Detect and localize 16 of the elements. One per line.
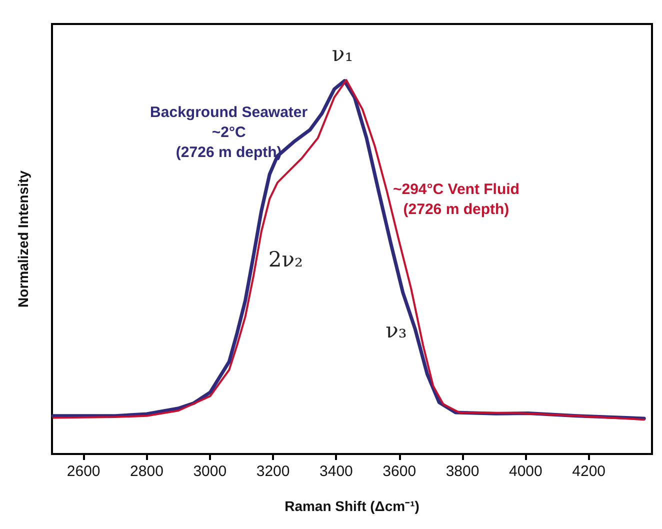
series-label: Background Seawater ~2°C (2726 m depth) — [150, 104, 308, 161]
x-tick-label: 3400 — [320, 463, 353, 480]
x-tick-label: 3800 — [446, 463, 480, 480]
x-tick-label: 3200 — [256, 463, 290, 480]
annotation: 2ν₂ — [268, 248, 303, 272]
text: ν₁ — [332, 42, 354, 66]
y-axis-title: Normalized Intensity — [15, 170, 31, 308]
x-tick-label: 3600 — [382, 463, 416, 480]
x-tick-label: 3000 — [193, 463, 227, 480]
x-axis-title: Raman Shift (Δcm⁻¹) — [284, 498, 420, 514]
x-tick-label: 4200 — [572, 463, 606, 480]
series-label: ~294°C Vent Fluid (2726 m depth) — [392, 181, 520, 218]
x-tick-label: 2800 — [130, 463, 164, 480]
annotation: ν₃ — [386, 318, 407, 343]
x-tick-label: 2600 — [66, 463, 100, 480]
x-tick-label: 4000 — [508, 463, 542, 480]
